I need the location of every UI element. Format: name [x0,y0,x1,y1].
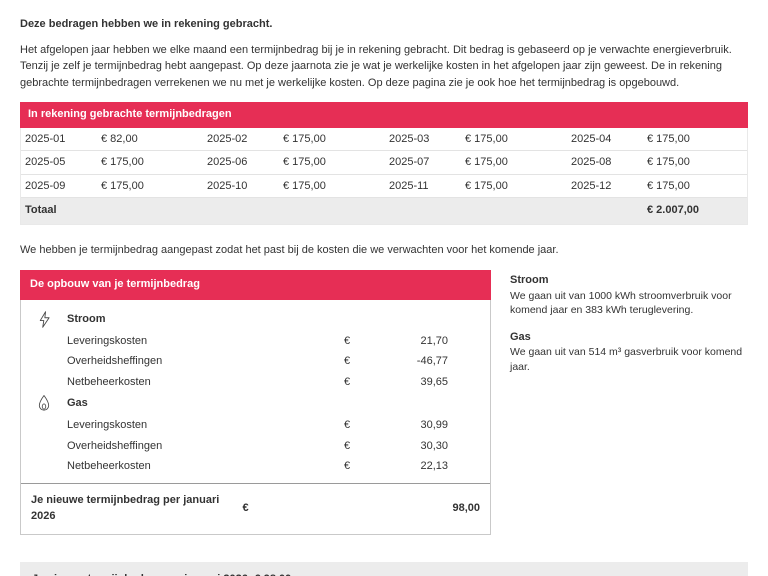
lightning-icon [21,310,67,329]
cost-label: Overheidsheffingen [67,439,163,452]
breakdown-box: De opbouw van je termijnbedrag Stroom Le… [20,270,491,535]
cost-value: 39,65 [420,375,448,388]
month-cell: 2025-09 [25,179,66,192]
breakdown-title: De opbouw van je termijnbedrag [20,270,491,300]
flame-icon [21,394,67,413]
gas-note-title: Gas [510,330,531,343]
amount-cell: € 175,00 [101,156,144,168]
month-cell: 2025-02 [207,132,248,145]
month-cell: 2025-06 [207,156,248,168]
cost-row: Leveringskosten € 21,70 [21,331,490,352]
month-cell: 2025-01 [25,132,66,145]
currency-symbol: € [242,501,249,514]
month-cell: 2025-03 [389,132,430,145]
month-cell: 2025-08 [571,156,612,168]
cost-value: 30,30 [420,439,448,452]
cost-value: 21,70 [420,334,448,347]
amount-cell: € 175,00 [647,132,690,145]
footer-note-title: Je nieuwe termijnbedrag per januari 2026… [32,571,736,576]
currency-symbol: € [344,355,351,367]
amount-cell: € 175,00 [465,179,508,192]
stroom-note-title: Stroom [510,274,549,286]
amount-cell: € 175,00 [283,156,326,168]
group-header-row: Gas [21,392,490,415]
cost-label: Netbeheerkosten [67,375,151,388]
new-installment-row: Je nieuwe termijnbedrag per januari 2026… [21,482,490,534]
breakdown-section: De opbouw van je termijnbedrag Stroom Le… [20,270,748,535]
cost-row: Netbeheerkosten € 39,65 [21,372,490,393]
intro-paragraph: Het afgelopen jaar hebben we elke maand … [20,43,732,89]
cost-row: Netbeheerkosten € 22,13 [21,456,490,477]
charged-table-title: In rekening gebrachte termijnbedragen [20,102,748,128]
page-title: Deze bedragen hebben we in rekening gebr… [20,18,273,30]
total-label: Totaal [25,204,57,216]
total-value: € 2.007,00 [647,204,699,216]
footer-note: Je nieuwe termijnbedrag per januari 2026… [20,561,748,576]
currency-symbol: € [344,419,351,431]
amount-cell: € 82,00 [101,132,138,145]
table-total-row: Totaal € 2.007,00 [21,198,747,224]
cost-row: Overheidsheffingen € 30,30 [21,436,490,457]
adjustment-paragraph: We hebben je termijnbedrag aangepast zod… [20,243,559,256]
gas-note-text: We gaan uit van 514 m³ gasverbruik voor … [510,346,743,374]
table-row: 2025-01 € 82,00 2025-02 € 175,00 2025-03… [21,128,747,151]
cost-value: 22,13 [420,460,448,472]
amount-cell: € 175,00 [465,156,508,168]
month-cell: 2025-12 [571,179,612,192]
cost-label: Overheidsheffingen [67,355,163,367]
amount-cell: € 175,00 [101,179,144,192]
group-header-row: Stroom [21,308,490,331]
month-cell: 2025-10 [207,179,248,192]
month-cell: 2025-07 [389,156,430,168]
month-cell: 2025-04 [571,132,612,145]
currency-symbol: € [344,334,351,347]
group-name: Stroom [67,312,106,325]
table-row: 2025-09 € 175,00 2025-10 € 175,00 2025-1… [21,175,747,198]
charged-installments-table: In rekening gebrachte termijnbedragen 20… [20,102,748,225]
amount-cell: € 175,00 [647,179,690,192]
currency-symbol: € [344,439,351,452]
month-cell: 2025-05 [25,156,66,168]
cost-label: Leveringskosten [67,334,148,347]
amount-cell: € 175,00 [465,132,508,145]
cost-row: Leveringskosten € 30,99 [21,415,490,436]
cost-row: Overheidsheffingen € -46,77 [21,351,490,372]
breakdown-body: Stroom Leveringskosten € 21,70 Overheids… [21,300,490,483]
currency-symbol: € [344,460,351,472]
month-cell: 2025-11 [389,179,429,192]
stroom-note-text: We gaan uit van 1000 kWh stroomverbruik … [510,289,732,317]
cost-label: Leveringskosten [67,419,148,431]
new-installment-label: Je nieuwe termijnbedrag per januari 2026 [31,493,220,523]
table-row: 2025-05 € 175,00 2025-06 € 175,00 2025-0… [21,151,747,175]
new-installment-value: 98,00 [452,501,480,514]
currency-symbol: € [344,375,351,388]
amount-cell: € 175,00 [647,156,690,168]
amount-cell: € 175,00 [283,132,326,145]
group-name: Gas [67,397,88,410]
usage-notes: Stroom We gaan uit van 1000 kWh stroomve… [491,270,748,386]
cost-value: 30,99 [420,419,448,431]
cost-value: -46,77 [416,355,448,367]
cost-label: Netbeheerkosten [67,460,151,472]
amount-cell: € 175,00 [283,179,326,192]
